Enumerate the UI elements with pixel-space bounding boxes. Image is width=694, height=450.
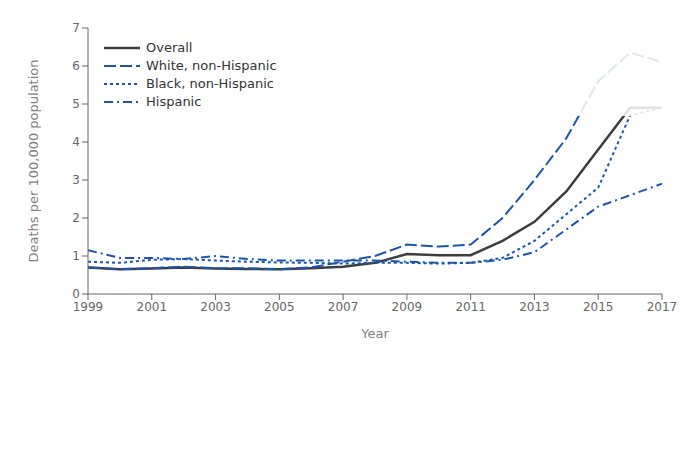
- svg-text:5: 5: [72, 97, 80, 111]
- svg-text:2013: 2013: [519, 300, 550, 314]
- svg-text:6: 6: [72, 59, 80, 73]
- svg-text:2017: 2017: [647, 300, 678, 314]
- svg-text:4: 4: [72, 135, 80, 149]
- svg-text:3: 3: [72, 173, 80, 187]
- svg-text:2005: 2005: [264, 300, 295, 314]
- svg-text:2001: 2001: [137, 300, 168, 314]
- svg-text:1: 1: [72, 249, 80, 263]
- html-text:Black, non-Hispanic: Black, non-Hispanic: [146, 76, 274, 91]
- svg-text:0: 0: [72, 287, 80, 301]
- svg-text:2011: 2011: [455, 300, 486, 314]
- html-text:Overall: Overall: [146, 40, 193, 55]
- svg-text:7: 7: [72, 21, 80, 35]
- svg-text:2009: 2009: [392, 300, 423, 314]
- svg-text:Year: Year: [360, 326, 389, 341]
- svg-text:1999: 1999: [73, 300, 104, 314]
- svg-text:2007: 2007: [328, 300, 359, 314]
- html-text:Hispanic: Hispanic: [146, 94, 202, 109]
- html-text:White, non-Hispanic: White, non-Hispanic: [146, 58, 277, 73]
- svg-text:Deaths per 100,000 population: Deaths per 100,000 population: [26, 59, 41, 262]
- svg-text:2003: 2003: [200, 300, 231, 314]
- svg-text:2015: 2015: [583, 300, 614, 314]
- svg-text:2: 2: [72, 211, 80, 225]
